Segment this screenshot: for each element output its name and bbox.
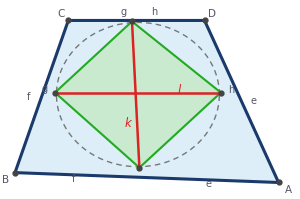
Polygon shape [15, 20, 279, 182]
Text: f: f [27, 92, 31, 101]
Text: h: h [151, 8, 157, 18]
Text: h: h [228, 85, 235, 95]
Text: A: A [284, 185, 292, 195]
Text: e: e [250, 97, 256, 106]
Text: l: l [178, 84, 181, 97]
Text: e: e [206, 179, 212, 189]
Text: B: B [2, 175, 9, 185]
Polygon shape [55, 21, 221, 168]
Text: D: D [208, 9, 216, 19]
Text: k: k [124, 117, 131, 130]
Text: f: f [72, 174, 76, 184]
Text: g: g [41, 84, 48, 94]
Text: C: C [57, 9, 64, 19]
Text: g: g [120, 8, 126, 18]
